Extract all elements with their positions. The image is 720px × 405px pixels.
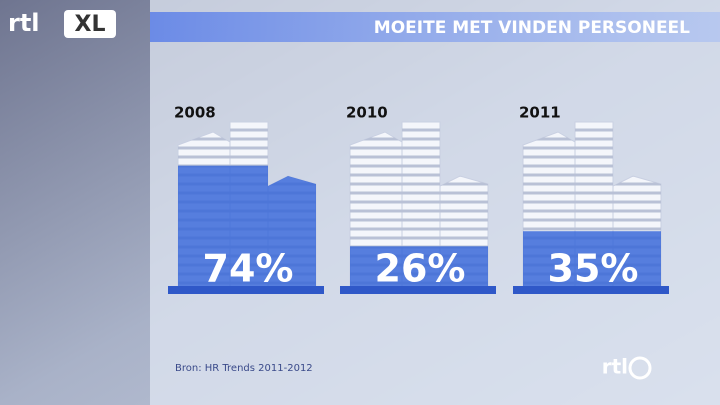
fill-level [523, 231, 661, 290]
value-label: 74% [203, 247, 294, 291]
year-label: 2010 [346, 104, 388, 122]
badge: XL [75, 12, 106, 37]
value-label: 26% [375, 247, 466, 291]
chart-title: MOEITE MET VINDEN PERSONEEL [374, 18, 690, 38]
platform [340, 286, 496, 294]
watermark-ring [628, 356, 652, 380]
year-label: 2008 [174, 104, 216, 122]
platform [513, 286, 669, 294]
source: Bron: HR Trends 2011-2012 [175, 363, 313, 374]
fill-level [178, 165, 316, 290]
year-label: 2011 [519, 104, 561, 122]
platform [168, 286, 324, 294]
fill-level [350, 246, 488, 290]
logo: rtl [8, 9, 40, 37]
value-label: 35% [548, 247, 639, 291]
watermark: rtl [602, 355, 628, 379]
title-bar [150, 12, 720, 42]
badge-box [64, 10, 116, 38]
